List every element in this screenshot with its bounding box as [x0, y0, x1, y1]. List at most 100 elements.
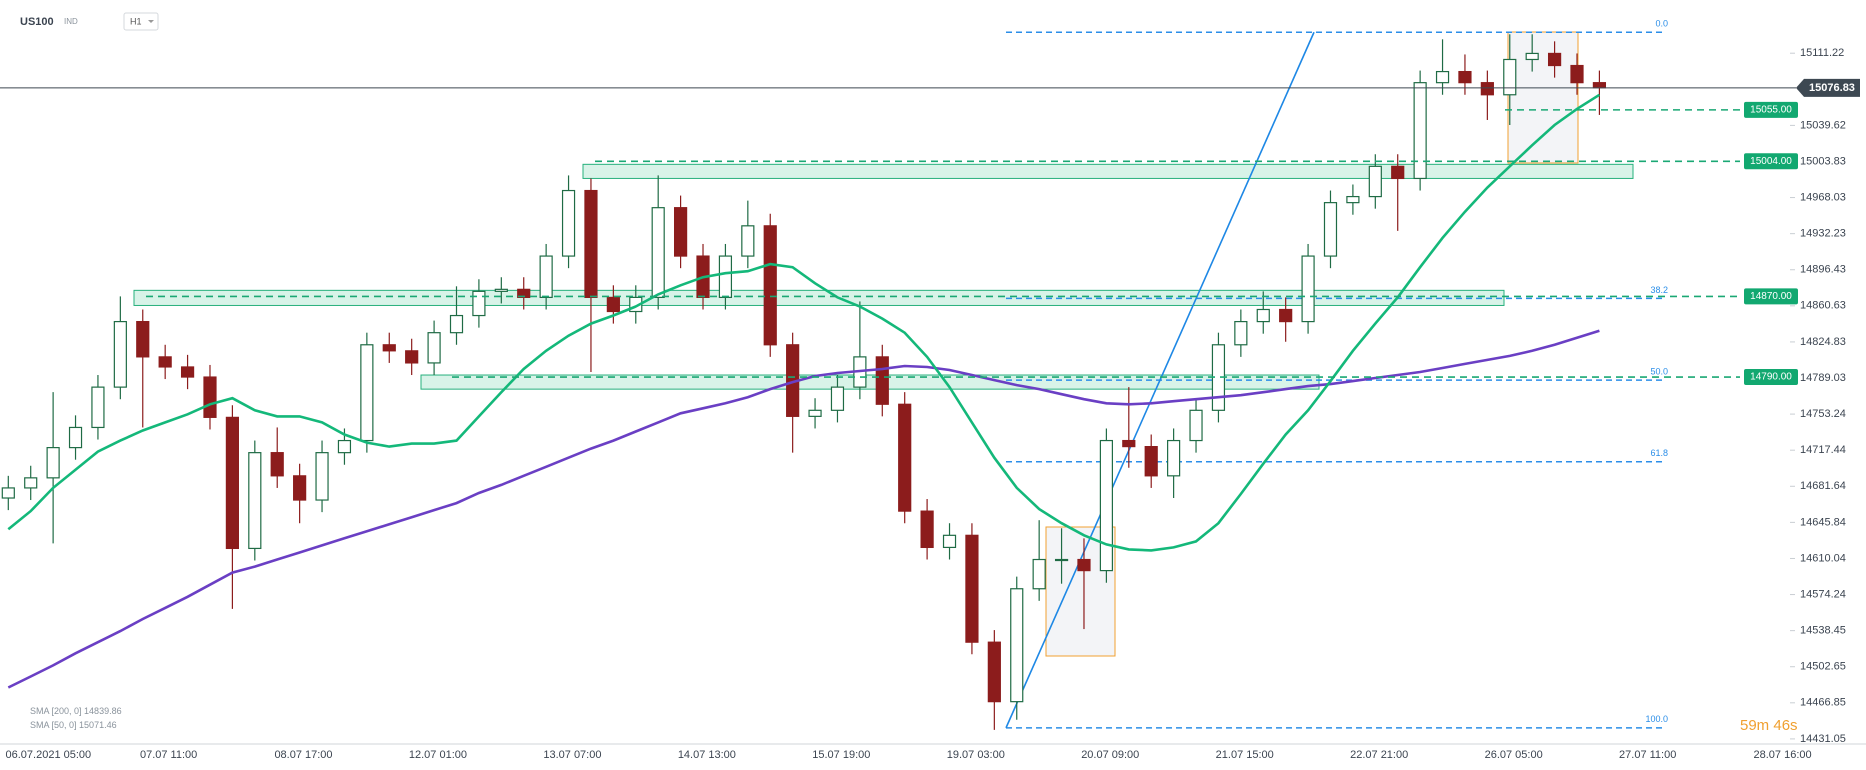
candle-body	[1256, 308, 1270, 323]
candle-body	[1, 487, 15, 499]
candle-body	[46, 447, 60, 479]
y-tick-label: 14860.63	[1800, 300, 1846, 312]
candle-body	[180, 366, 195, 378]
candle-body	[158, 356, 172, 368]
candle-body	[315, 452, 329, 501]
legend-value: 14839.86	[84, 706, 122, 716]
candle-body	[920, 510, 934, 549]
candle-body	[606, 296, 620, 313]
y-tick-label: 14645.84	[1800, 516, 1846, 528]
x-tick-label: 08.07 17:00	[274, 749, 332, 761]
candle-body	[68, 426, 83, 449]
candle-body	[1189, 409, 1203, 442]
timeframe-box[interactable]	[123, 12, 159, 31]
candle-body	[225, 416, 239, 550]
candle-body	[405, 350, 419, 364]
y-tick-label: 14932.23	[1800, 228, 1846, 240]
x-tick-label: 28.07 16:00	[1754, 749, 1812, 761]
y-tick-label: 15003.83	[1800, 155, 1846, 167]
candle-body	[1301, 255, 1315, 323]
candle-body	[1323, 202, 1338, 257]
candle-body	[1413, 82, 1427, 180]
candle-body	[1099, 439, 1113, 572]
y-tick-label: 14431.05	[1800, 733, 1846, 745]
candle-body	[898, 403, 912, 512]
legend-sma50: SMA [50, 0] 15071.46	[30, 720, 117, 730]
fib-label: 61.8	[1650, 448, 1668, 458]
y-tick-label: 14538.45	[1800, 625, 1846, 637]
legend-sma200: SMA [200, 0] 14839.86	[30, 706, 122, 716]
level-label: 14870.00	[1750, 291, 1792, 302]
sma-line	[7, 93, 1601, 552]
candle-body	[1279, 308, 1293, 323]
fib-label: 0.0	[1655, 19, 1668, 29]
candle-body	[942, 534, 957, 549]
candle-body	[539, 255, 553, 298]
x-tick-label: 27.07 11:00	[1619, 749, 1676, 761]
x-tick-label: 12.07 01:00	[409, 749, 467, 761]
x-tick-label: 07.07 11:00	[140, 749, 197, 761]
fib-label: 50.0	[1650, 366, 1668, 376]
candle-body	[808, 409, 822, 417]
y-tick-label: 15111.22	[1800, 47, 1844, 59]
candle-body	[1054, 558, 1069, 562]
candle-body	[203, 376, 217, 418]
candle-body	[337, 439, 352, 454]
candle-body	[1368, 165, 1382, 198]
candle-body	[741, 225, 755, 257]
candle-body	[494, 288, 508, 292]
x-tick-label: 21.07 15:00	[1216, 749, 1274, 761]
box-annotation	[1507, 31, 1579, 164]
x-tick-label: 19.07 03:00	[947, 749, 1005, 761]
candle-body	[1570, 64, 1584, 84]
y-tick-label: 14824.83	[1800, 336, 1846, 348]
level-badge	[1744, 288, 1798, 305]
candle-body	[1435, 70, 1450, 84]
x-tick-label: 26.07 05:00	[1485, 749, 1543, 761]
candle-body	[1346, 195, 1360, 204]
candle-body	[360, 344, 374, 442]
dropdown-arrow[interactable]	[148, 20, 154, 23]
fib-label: 100.0	[1645, 714, 1668, 724]
support-zone	[420, 374, 1320, 390]
timeframe[interactable]: H1	[130, 16, 142, 26]
candle-body	[517, 288, 531, 298]
y-tick-label: 14753.24	[1800, 408, 1846, 420]
last-price-badge	[1796, 78, 1860, 97]
candle-body	[136, 320, 150, 358]
candle-body	[1547, 52, 1562, 67]
candle-body	[1480, 82, 1494, 96]
candle-body	[91, 386, 105, 429]
candle-body	[293, 475, 307, 501]
x-tick-label: 14.07 13:00	[678, 749, 736, 761]
candle-body	[1458, 70, 1472, 84]
candle-body	[472, 290, 486, 317]
y-tick-label: 14502.65	[1800, 661, 1846, 673]
y-tick-label: 14717.44	[1800, 444, 1846, 456]
candle-body	[1503, 58, 1517, 96]
y-tick-label: 14610.04	[1800, 552, 1846, 564]
candle-body	[113, 320, 127, 388]
y-tick-label: 14789.03	[1800, 372, 1846, 384]
candle-body	[427, 332, 441, 364]
y-tick-label: 14466.85	[1800, 697, 1846, 709]
level-badge	[1744, 369, 1798, 386]
legend-value: 15071.46	[79, 720, 117, 730]
x-tick-label: 20.07 09:00	[1081, 749, 1139, 761]
legend-name: SMA [200, 0]	[30, 706, 82, 716]
candle-body	[561, 189, 576, 257]
candle-body	[965, 534, 979, 643]
x-tick-label: 06.07.2021 05:00	[6, 749, 92, 761]
last-price-label: 15076.83	[1809, 82, 1855, 94]
candle-body	[1077, 558, 1091, 572]
candle-body	[1592, 82, 1607, 89]
y-tick-label: 14896.43	[1800, 264, 1846, 276]
y-tick-label: 15039.62	[1800, 119, 1846, 131]
support-zone	[582, 163, 1634, 179]
candle-body	[1391, 165, 1405, 180]
candle-body	[584, 189, 598, 298]
candle-body	[1122, 439, 1136, 448]
level-label: 15004.00	[1750, 156, 1792, 167]
fib-label: 38.2	[1650, 285, 1668, 295]
candle-body	[24, 477, 38, 489]
